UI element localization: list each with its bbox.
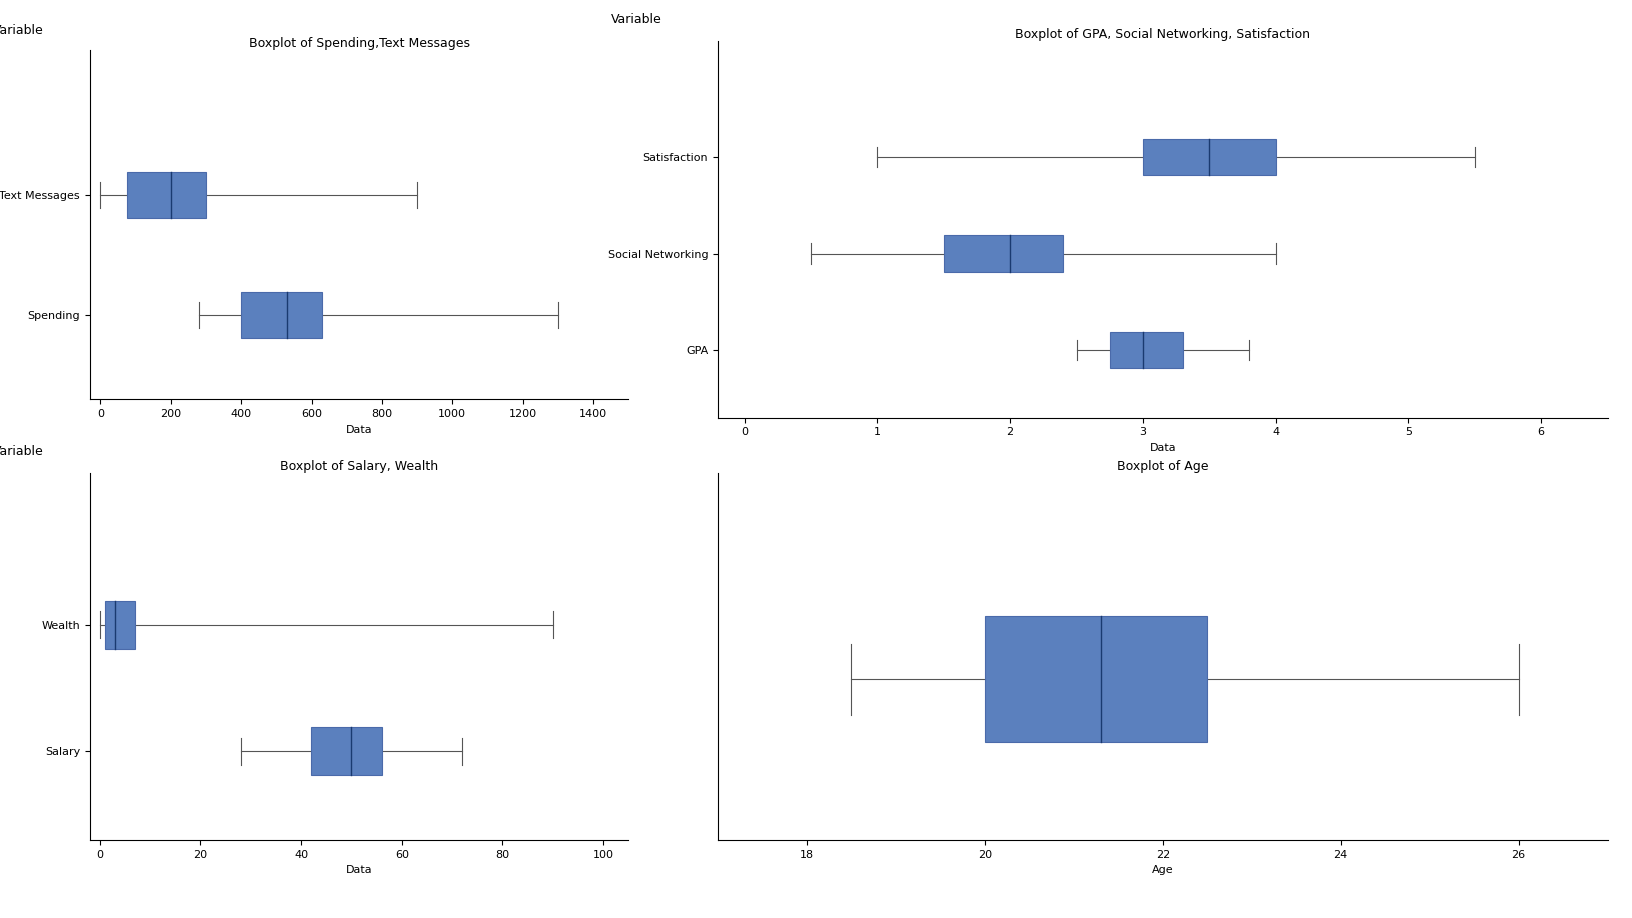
Title: Boxplot of Spending,Text Messages: Boxplot of Spending,Text Messages xyxy=(248,38,470,50)
X-axis label: Data: Data xyxy=(1149,443,1177,453)
Bar xyxy=(242,292,322,338)
X-axis label: Data: Data xyxy=(346,866,372,875)
Bar xyxy=(984,616,1208,743)
Title: Boxplot of Age: Boxplot of Age xyxy=(1116,460,1209,473)
X-axis label: Age: Age xyxy=(1152,866,1173,875)
Bar xyxy=(943,235,1062,272)
Bar xyxy=(127,172,206,218)
Title: Boxplot of GPA, Social Networking, Satisfaction: Boxplot of GPA, Social Networking, Satis… xyxy=(1015,28,1310,41)
Text: Variable: Variable xyxy=(0,445,44,458)
Title: Boxplot of Salary, Wealth: Boxplot of Salary, Wealth xyxy=(281,460,437,473)
Bar xyxy=(312,727,382,776)
Bar xyxy=(1142,139,1276,175)
X-axis label: Data: Data xyxy=(346,425,372,434)
Bar xyxy=(104,600,135,649)
Bar xyxy=(1110,331,1183,368)
Text: Variable: Variable xyxy=(0,24,44,37)
Text: Variable: Variable xyxy=(612,13,663,27)
